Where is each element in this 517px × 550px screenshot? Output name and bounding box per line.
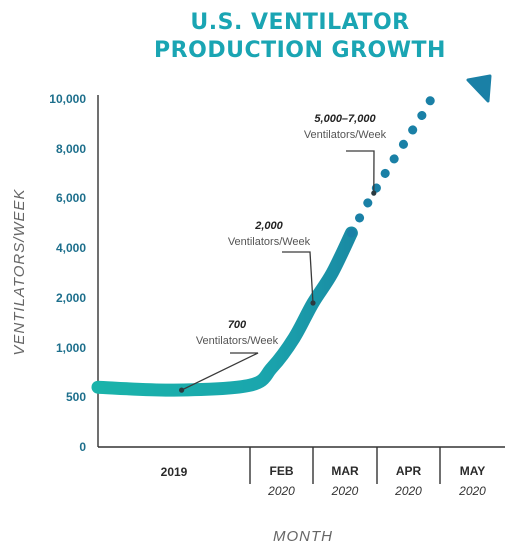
x-category-dividers xyxy=(249,447,441,484)
series-projected-line xyxy=(346,87,440,238)
y-tick-label: 4,000 xyxy=(56,241,86,255)
y-axis-label: VENTILATORS/WEEK xyxy=(11,188,28,355)
annotations: 700 Ventilators/Week 2,000 Ventilators/Week… xyxy=(179,113,387,393)
y-tick-label: 10,000 xyxy=(49,92,86,106)
annotation-leader-line xyxy=(282,251,314,304)
x-tick-label: MAY xyxy=(460,464,486,478)
annotation-unit: Ventilators/Week xyxy=(228,236,311,248)
x-tick-label: MAR xyxy=(331,464,359,478)
y-tick-labels: 0 500 1,000 2,000 4,000 6,000 8,000 10,000 xyxy=(49,92,86,454)
y-tick-label: 6,000 xyxy=(56,191,86,205)
annotation-leader-line xyxy=(346,150,375,194)
series-actual-line xyxy=(91,226,358,397)
arrowhead-icon xyxy=(466,74,492,103)
x-tick-labels: 2019 FEB 2020 MAR 2020 APR 2020 MAY 2020 xyxy=(161,464,487,498)
x-tick-label: APR xyxy=(396,464,422,478)
y-tick-label: 0 xyxy=(79,440,86,454)
y-tick-label: 2,000 xyxy=(56,291,86,305)
x-tick-label: 2019 xyxy=(161,465,188,479)
x-tick-sublabel: 2020 xyxy=(394,484,422,498)
annotation-value: 700 xyxy=(228,319,247,331)
annotation-unit: Ventilators/Week xyxy=(304,129,387,141)
x-tick-sublabel: 2020 xyxy=(458,484,486,498)
x-axis-label: MONTH xyxy=(273,528,333,545)
annotation-dot xyxy=(310,300,316,306)
annotation-dot xyxy=(179,387,185,393)
y-tick-label: 500 xyxy=(66,390,86,404)
annotation-dot xyxy=(371,190,377,196)
chart-title-line-1: U.S. VENTILATOR xyxy=(190,10,409,35)
x-tick-label: FEB xyxy=(270,464,294,478)
annotation: 2,000 Ventilators/Week xyxy=(228,220,316,306)
annotation-value: 5,000–7,000 xyxy=(314,113,376,125)
x-tick-sublabel: 2020 xyxy=(267,484,295,498)
annotation-leader-line xyxy=(181,352,259,391)
annotation-value: 2,000 xyxy=(254,220,283,232)
annotation-unit: Ventilators/Week xyxy=(196,335,279,347)
annotation: 700 Ventilators/Week xyxy=(179,319,279,393)
x-tick-sublabel: 2020 xyxy=(331,484,359,498)
annotation: 5,000–7,000 Ventilators/Week xyxy=(304,113,387,196)
chart-title-line-2: PRODUCTION GROWTH xyxy=(154,38,446,63)
y-tick-label: 1,000 xyxy=(56,341,86,355)
y-tick-label: 8,000 xyxy=(56,142,86,156)
